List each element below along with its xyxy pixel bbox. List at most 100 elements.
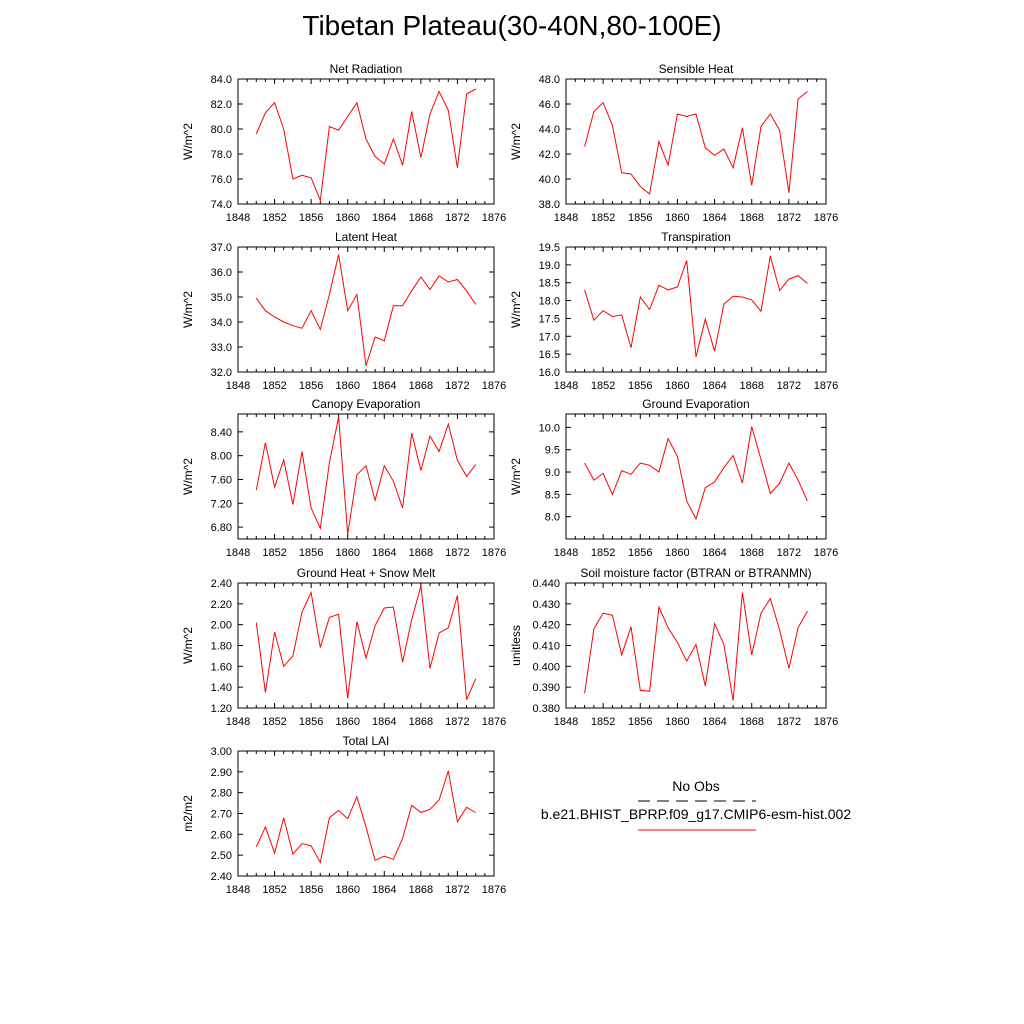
y-tick-label: 6.80 (211, 522, 232, 534)
x-tick-label: 1864 (702, 547, 726, 559)
x-tick-label: 1872 (777, 716, 801, 728)
x-tick-label: 1852 (262, 884, 286, 896)
y-tick-label: 9.0 (545, 467, 560, 479)
x-tick-label: 1876 (482, 212, 506, 224)
x-tick-label: 1860 (665, 547, 689, 559)
x-tick-label: 1868 (409, 380, 433, 392)
y-tick-label: 1.60 (211, 661, 232, 673)
y-axis-label: W/m^2 (509, 291, 523, 328)
x-tick-label: 1868 (739, 716, 763, 728)
x-tick-label: 1872 (445, 212, 469, 224)
panel-title: Latent Heat (335, 230, 398, 244)
panel-title: Canopy Evaporation (312, 397, 421, 411)
panel-9: Total LAI m2/m2 1848 1852 1856 1860 1864 1868 18… (181, 734, 506, 896)
panel-4: Transpiration W/m^2 1848 1852 1856 1860 1864 18… (509, 230, 838, 392)
x-tick-label: 1856 (299, 380, 323, 392)
y-tick-label: 19.5 (539, 242, 560, 254)
legend-obs-label: No Obs (672, 778, 720, 794)
x-tick-label: 1852 (591, 716, 615, 728)
y-tick-label: 42.0 (539, 149, 560, 161)
plot-frame (237, 413, 495, 540)
y-tick-label: 10.0 (539, 422, 560, 434)
panel-title: Ground Heat + Snow Melt (297, 566, 436, 580)
x-tick-label: 1860 (665, 380, 689, 392)
y-tick-label: 1.20 (211, 703, 232, 715)
panel-1: Net Radiation W/m^2 1848 1852 1856 1860 1864 18… (181, 62, 506, 224)
y-tick-label: 78.0 (211, 149, 232, 161)
x-tick-label: 1872 (777, 212, 801, 224)
figure-title: Tibetan Plateau(30-40N,80-100E) (302, 10, 722, 41)
y-tick-label: 74.0 (211, 199, 232, 211)
x-tick-label: 1864 (372, 547, 396, 559)
y-tick-label: 0.420 (532, 620, 560, 632)
x-tick-label: 1872 (445, 380, 469, 392)
y-tick-label: 2.70 (211, 809, 232, 821)
y-tick-label: 46.0 (539, 99, 560, 111)
y-axis-label: W/m^2 (509, 458, 523, 495)
y-axis-label: W/m^2 (509, 123, 523, 160)
x-tick-label: 1852 (262, 380, 286, 392)
y-axis-label: W/m^2 (181, 458, 195, 495)
y-tick-label: 0.390 (532, 682, 560, 694)
x-tick-label: 1856 (628, 380, 652, 392)
plot-frame (565, 78, 827, 205)
y-tick-label: 38.0 (539, 199, 560, 211)
y-tick-label: 2.50 (211, 850, 232, 862)
x-tick-label: 1852 (262, 547, 286, 559)
x-tick-label: 1864 (372, 380, 396, 392)
x-tick-label: 1848 (554, 380, 578, 392)
x-tick-label: 1872 (777, 547, 801, 559)
x-tick-label: 1856 (628, 716, 652, 728)
series-line (255, 585, 477, 700)
panel-title: Ground Evaporation (642, 397, 749, 411)
x-tick-label: 1848 (226, 380, 250, 392)
y-tick-label: 0.440 (532, 578, 560, 590)
x-tick-label: 1876 (814, 212, 838, 224)
x-tick-label: 1876 (814, 547, 838, 559)
y-tick-label: 7.60 (211, 474, 232, 486)
plot-frame (237, 246, 495, 373)
x-tick-label: 1848 (226, 212, 250, 224)
x-tick-label: 1848 (226, 716, 250, 728)
y-axis-label: W/m^2 (181, 123, 195, 160)
x-tick-label: 1856 (299, 212, 323, 224)
panel-8: Soil moisture factor (BTRAN or BTRANMN) u… (509, 566, 838, 728)
x-tick-label: 1864 (702, 212, 726, 224)
y-tick-label: 16.0 (539, 367, 560, 379)
x-tick-label: 1864 (702, 380, 726, 392)
panel-title: Soil moisture factor (BTRAN or BTRANMN) (580, 566, 811, 580)
y-tick-label: 1.40 (211, 682, 232, 694)
y-tick-label: 33.0 (211, 342, 232, 354)
x-tick-label: 1868 (739, 380, 763, 392)
x-tick-label: 1860 (335, 380, 359, 392)
series-line (584, 426, 808, 521)
x-tick-label: 1860 (335, 716, 359, 728)
x-tick-label: 1852 (591, 380, 615, 392)
y-tick-label: 32.0 (211, 367, 232, 379)
x-tick-label: 1876 (814, 380, 838, 392)
x-tick-label: 1860 (665, 212, 689, 224)
panel-7: Ground Heat + Snow Melt W/m^2 1848 1852 1856… (181, 566, 506, 728)
y-tick-label: 19.0 (539, 260, 560, 272)
panel-5: Canopy Evaporation W/m^2 1848 1852 1856 1860 1… (181, 397, 506, 559)
y-tick-label: 17.0 (539, 331, 560, 343)
panel-3: Latent Heat W/m^2 1848 1852 1856 1860 1864 1868… (181, 230, 506, 392)
panel-6: Ground Evaporation W/m^2 1848 1852 1856 1860 1… (509, 397, 838, 559)
x-tick-label: 1876 (482, 380, 506, 392)
series-line (584, 255, 808, 358)
x-tick-label: 1868 (409, 212, 433, 224)
x-tick-label: 1864 (372, 884, 396, 896)
y-tick-label: 35.0 (211, 292, 232, 304)
x-tick-label: 1852 (591, 547, 615, 559)
y-tick-label: 44.0 (539, 124, 560, 136)
y-tick-label: 34.0 (211, 317, 232, 329)
y-tick-label: 84.0 (211, 74, 232, 86)
y-axis-label: W/m^2 (181, 627, 195, 664)
x-tick-label: 1860 (335, 212, 359, 224)
y-tick-label: 76.0 (211, 174, 232, 186)
y-tick-label: 48.0 (539, 74, 560, 86)
x-tick-label: 1876 (482, 547, 506, 559)
y-tick-label: 18.5 (539, 278, 560, 290)
y-tick-label: 9.5 (545, 445, 560, 457)
panel-2: Sensible Heat W/m^2 1848 1852 1856 1860 1864 18… (509, 62, 838, 224)
